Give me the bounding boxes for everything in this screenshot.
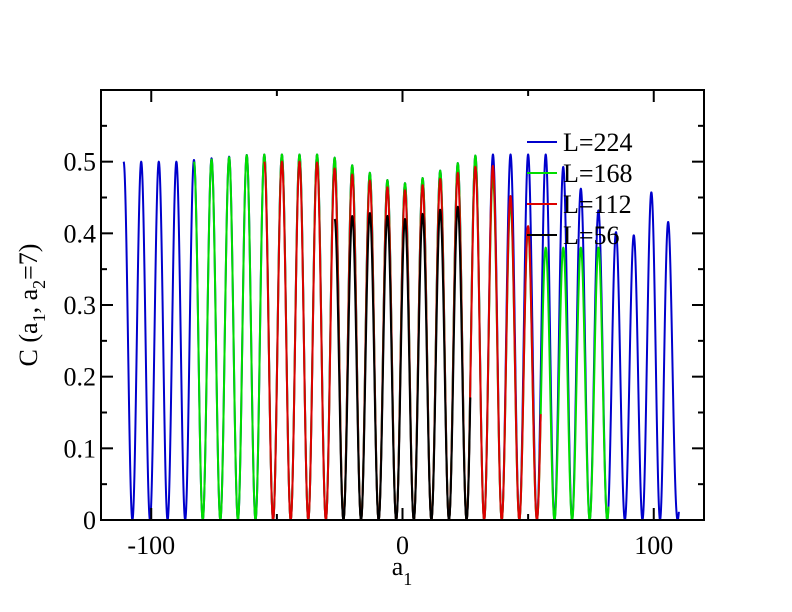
- axis-layer: -100 0 100 0 0.1 0.2 0.3 0.4 0.5: [64, 89, 704, 560]
- y-axis-title: C (a1, a2=7): [14, 244, 49, 367]
- x-axis-title-sub: 1: [403, 569, 412, 589]
- series-line-4: [333, 205, 472, 521]
- legend-label-2: L=168: [563, 159, 633, 188]
- legend-label-1: L=224: [563, 128, 633, 157]
- x-axis-title-main: a: [392, 552, 404, 581]
- y-tick-label: 0.1: [64, 434, 97, 463]
- x-tick-label: -100: [127, 531, 175, 560]
- y-axis-title-sub2: 2: [29, 280, 49, 289]
- legend-label-4: L=56: [563, 221, 620, 250]
- y-tick-label: 0.2: [64, 363, 97, 392]
- x-tick-label: 100: [634, 531, 673, 560]
- y-axis-title-part3: =7): [14, 244, 43, 280]
- x-axis-title: a1: [392, 552, 413, 589]
- y-tick-label: 0: [83, 506, 96, 535]
- y-axis-title-part1: C (a: [14, 322, 43, 367]
- series-layer: [122, 153, 680, 521]
- y-tick-label: 0.4: [64, 219, 97, 248]
- y-axis-title-sub1: 1: [29, 313, 49, 322]
- y-tick-label: 0.3: [64, 291, 97, 320]
- legend-label-3: L=112: [563, 190, 632, 219]
- y-axis-title-part2: , a: [14, 288, 43, 313]
- y-tick-label: 0.5: [64, 148, 97, 177]
- x-tick-label: 0: [396, 531, 409, 560]
